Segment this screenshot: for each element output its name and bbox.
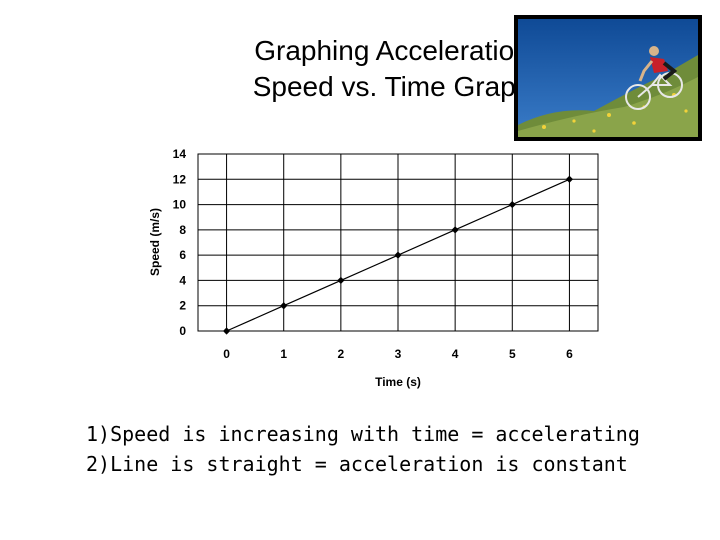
x-tick-label: 6 [566, 347, 573, 361]
data-point [565, 175, 574, 183]
y-tick-label: 6 [179, 248, 186, 262]
title-line-2: Speed vs. Time Graph [252, 71, 532, 102]
x-tick-label: 1 [280, 347, 287, 361]
x-tick-label: 5 [509, 347, 516, 361]
y-axis-label: Speed (m/s) [148, 208, 162, 276]
photo-grass-highlight [518, 77, 698, 137]
y-tick-label: 12 [173, 172, 187, 186]
y-tick-label: 8 [179, 223, 186, 237]
y-tick-label: 0 [179, 324, 186, 338]
y-tick-label: 2 [179, 299, 186, 313]
x-axis-label: Time (s) [375, 375, 421, 389]
slide-notes: 1)Speed is increasing with time = accele… [86, 419, 640, 479]
y-tick-label: 14 [173, 147, 187, 161]
data-point [280, 302, 288, 310]
slide-title: Graphing Acceleration Speed vs. Time Gra… [212, 33, 572, 105]
cyclist-icon [638, 46, 678, 82]
note-1: 1)Speed is increasing with time = accele… [86, 422, 640, 446]
x-tick-label: 0 [223, 347, 230, 361]
note-2: 2)Line is straight = acceleration is con… [86, 452, 628, 476]
y-tick-label: 4 [179, 273, 186, 287]
x-tick-label: 4 [452, 347, 459, 361]
data-point [394, 251, 402, 259]
chart-series [222, 175, 574, 335]
data-point [222, 327, 231, 335]
cyclist-photo [514, 15, 702, 141]
data-point [451, 226, 459, 234]
data-point [337, 276, 345, 285]
data-point [508, 200, 516, 209]
title-line-1: Graphing Acceleration [254, 35, 530, 66]
x-tick-label: 2 [338, 347, 345, 361]
chart-grid [197, 153, 599, 332]
y-tick-label: 10 [173, 198, 187, 212]
x-tick-label: 3 [395, 347, 402, 361]
